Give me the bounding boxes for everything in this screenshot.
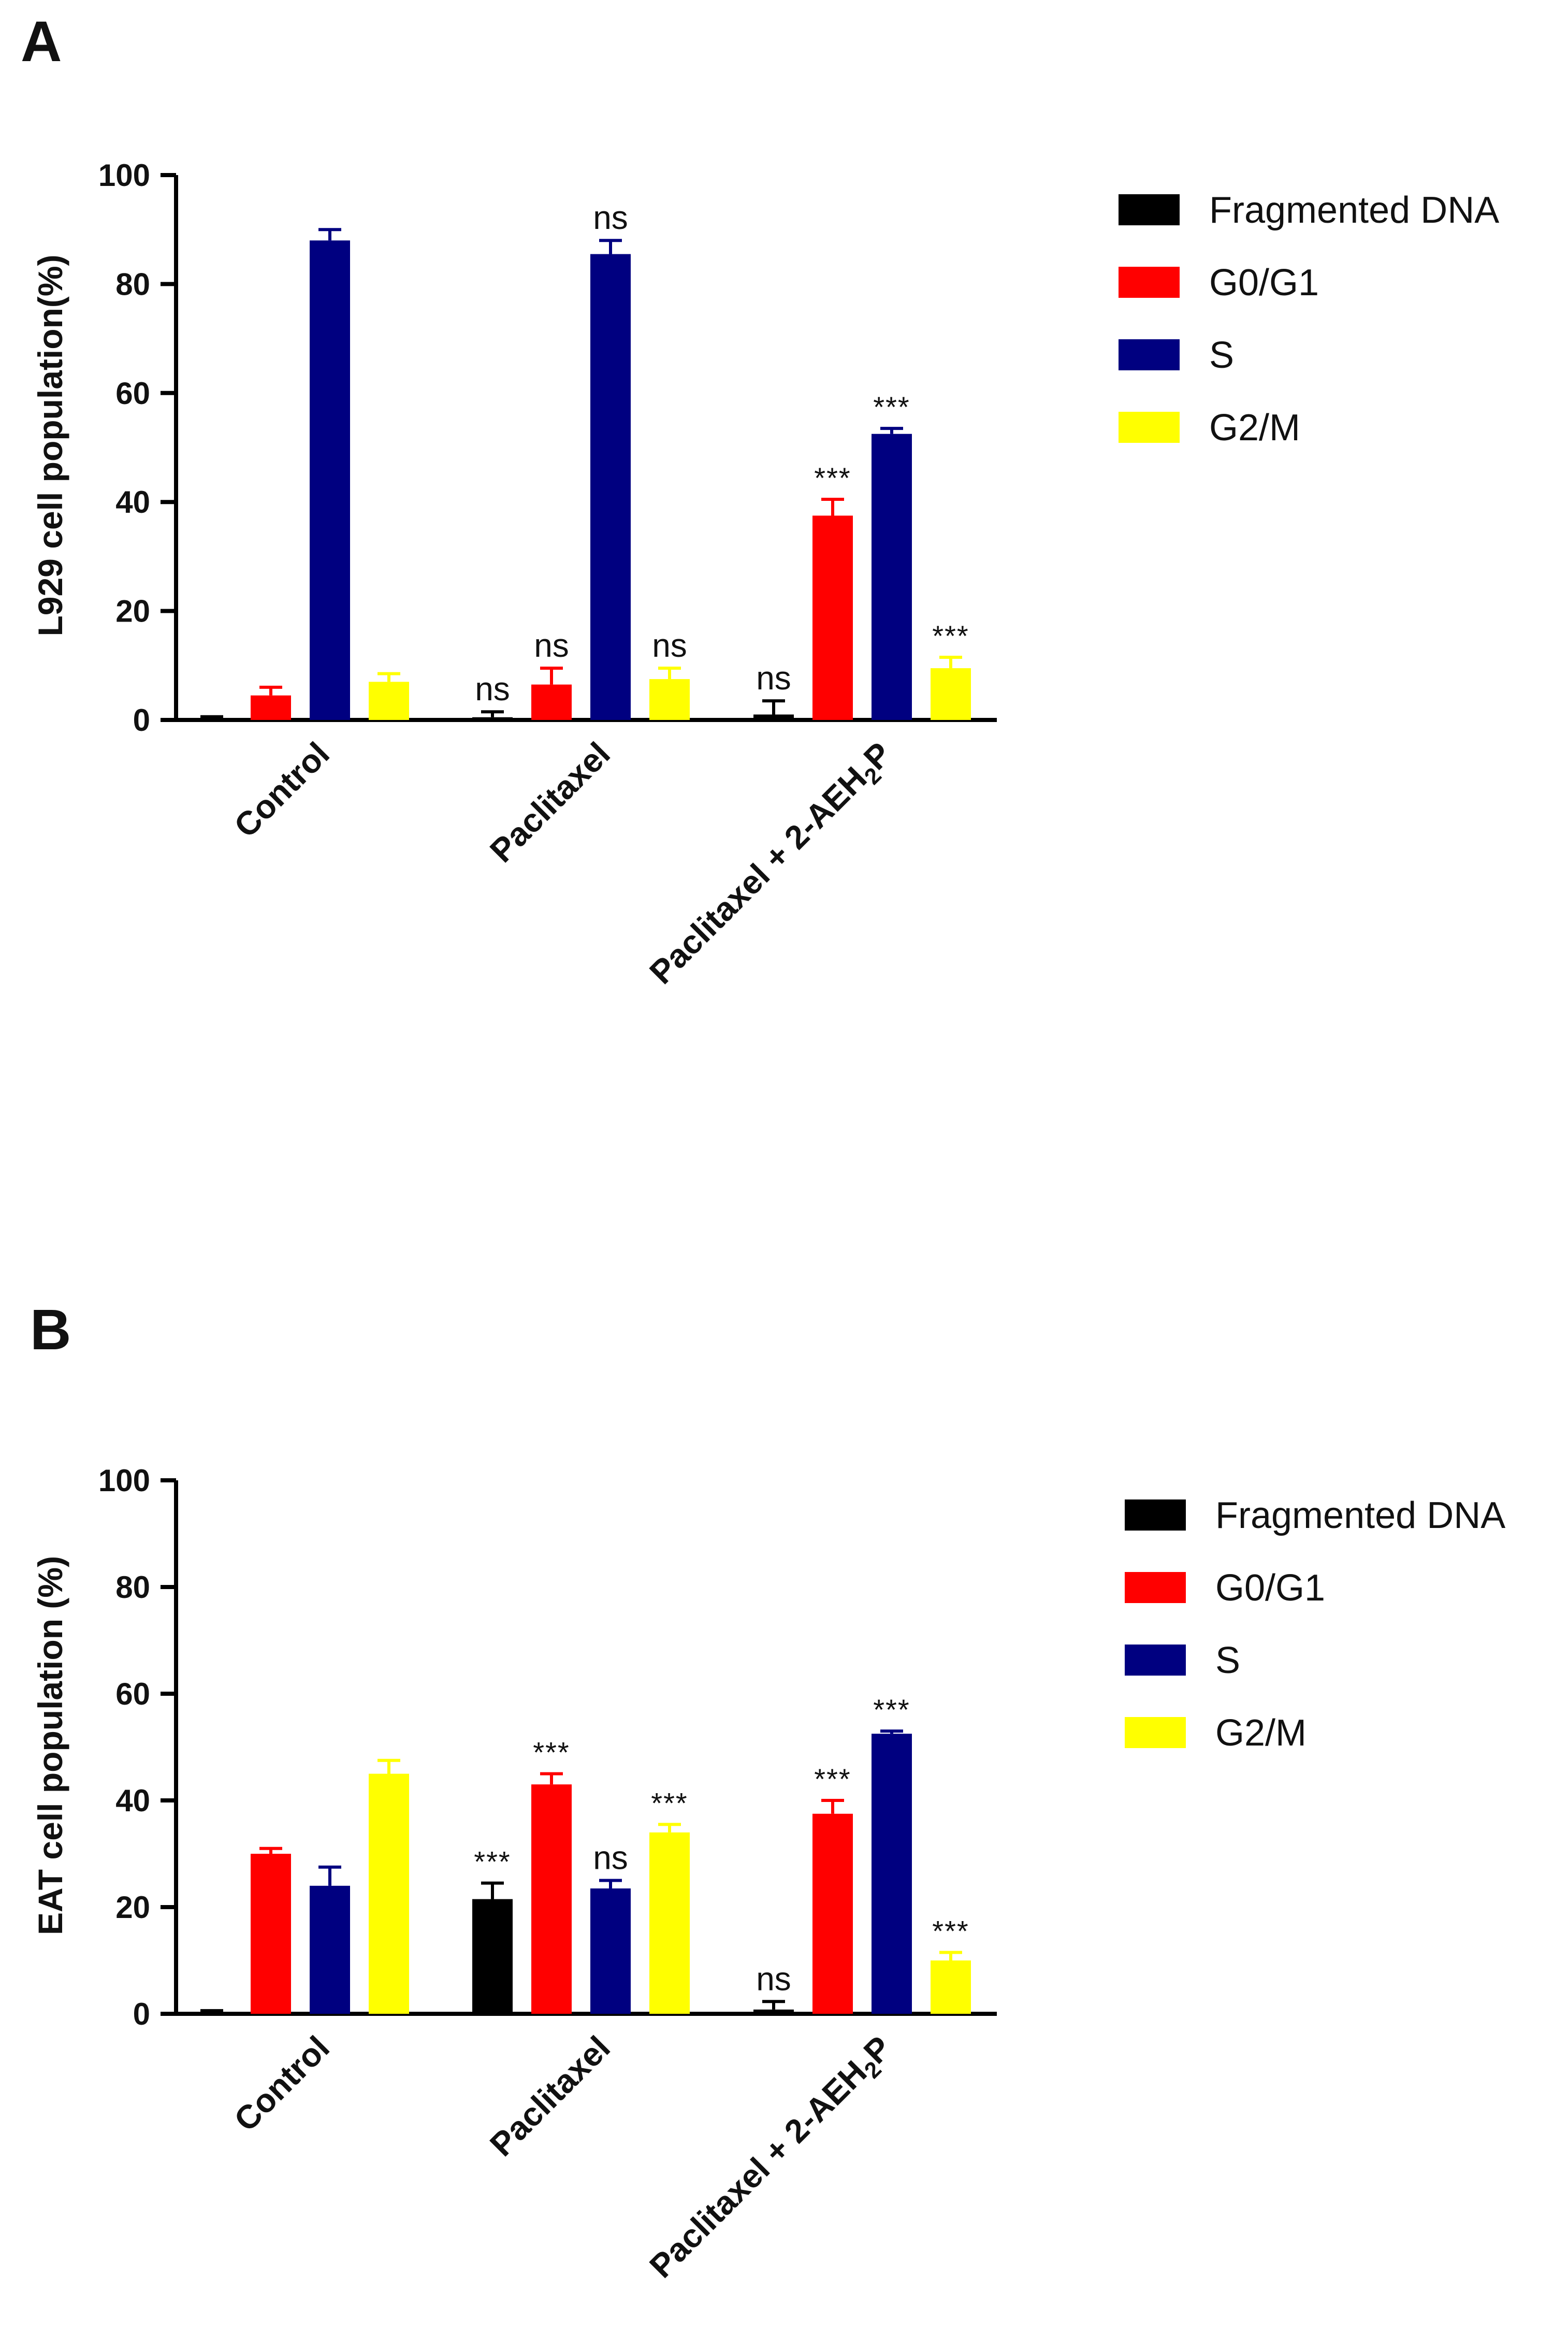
bar <box>472 717 513 720</box>
significance-label: ns <box>756 1960 791 1997</box>
bar <box>192 718 232 720</box>
x-category-label: Paclitaxel + 2-AEH2P <box>642 2029 902 2289</box>
bar <box>369 1773 409 2014</box>
y-tick-label: 0 <box>133 703 150 738</box>
bar <box>812 1813 853 2014</box>
legend-label: S <box>1209 335 1234 376</box>
legend-label: G2/M <box>1209 407 1300 449</box>
bar <box>251 1854 291 2014</box>
legend-swatch <box>1119 194 1180 225</box>
significance-label: ns <box>475 670 510 708</box>
legend-label: Fragmented DNA <box>1215 1495 1505 1536</box>
x-category-label: Paclitaxel + 2-AEH2P <box>642 735 902 995</box>
y-tick-label: 20 <box>115 594 150 629</box>
significance-label: *** <box>873 391 910 423</box>
significance-label: ns <box>756 659 791 697</box>
significance-label: *** <box>474 1845 511 1878</box>
y-tick-label: 40 <box>115 485 150 520</box>
legend-swatch <box>1125 1499 1186 1531</box>
bar <box>310 1885 350 2014</box>
legend-swatch <box>1125 1645 1186 1676</box>
panel-a-y-axis-label: L929 cell population(%) <box>31 254 69 636</box>
significance-label: ns <box>593 199 628 236</box>
significance-label: *** <box>932 619 969 652</box>
significance-label: *** <box>814 461 851 494</box>
legend-swatch <box>1125 1717 1186 1748</box>
x-category-label: Control <box>227 735 337 845</box>
legend-label: G2/M <box>1215 1712 1306 1754</box>
y-tick-label: 100 <box>98 158 150 193</box>
bar <box>753 714 794 720</box>
y-tick-label: 40 <box>115 1783 150 1818</box>
legend-label: Fragmented DNA <box>1209 190 1499 231</box>
legend-swatch <box>1125 1572 1186 1603</box>
bar <box>472 1899 513 2014</box>
bar <box>192 2012 232 2014</box>
panel-a-letter: A <box>21 10 62 74</box>
y-tick-label: 60 <box>115 1677 150 1711</box>
legend-label: G0/G1 <box>1209 262 1319 304</box>
bar <box>931 1960 971 2014</box>
significance-label: ns <box>652 627 687 664</box>
bar <box>531 1784 572 2014</box>
bar <box>531 684 572 720</box>
bar <box>369 682 409 720</box>
significance-label: ns <box>593 1839 628 1877</box>
significance-label: *** <box>533 1736 570 1769</box>
legend-swatch <box>1119 339 1180 370</box>
y-tick-label: 80 <box>115 267 150 301</box>
y-tick-label: 60 <box>115 376 150 411</box>
legend-swatch <box>1119 412 1180 443</box>
x-category-label: Paclitaxel <box>483 2029 617 2164</box>
y-tick-label: 100 <box>98 1463 150 1498</box>
legend-label: S <box>1215 1640 1240 1681</box>
legend-label: G0/G1 <box>1215 1567 1325 1609</box>
panel-b: B EAT cell population (%) 0 20 40 60 80 100 **… <box>30 1298 1505 2289</box>
panel-a: A L929 cell population(%) 0 20 40 60 80 100 ns… <box>21 10 1499 995</box>
legend-swatch <box>1119 267 1180 298</box>
y-tick-label: 80 <box>115 1570 150 1605</box>
bar <box>649 1832 690 2014</box>
y-tick-label: 20 <box>115 1890 150 1925</box>
bar <box>590 254 631 720</box>
bar <box>753 2009 794 2014</box>
bar <box>872 434 912 720</box>
bar <box>812 515 853 720</box>
significance-label: *** <box>651 1786 688 1819</box>
bar <box>872 1734 912 2014</box>
bar <box>251 695 291 720</box>
x-category-label: Control <box>227 2029 337 2139</box>
bar <box>310 240 350 720</box>
significance-label: *** <box>932 1915 969 1948</box>
y-tick-label: 0 <box>133 1997 150 2031</box>
significance-label: *** <box>814 1763 851 1795</box>
x-category-label: Paclitaxel <box>483 735 617 870</box>
bar <box>590 1888 631 2014</box>
significance-label: ns <box>534 627 569 664</box>
bar <box>649 679 690 720</box>
significance-label: *** <box>873 1693 910 1726</box>
panel-b-y-axis-label: EAT cell population (%) <box>31 1556 69 1935</box>
panel-b-letter: B <box>30 1298 71 1362</box>
bar <box>931 668 971 720</box>
